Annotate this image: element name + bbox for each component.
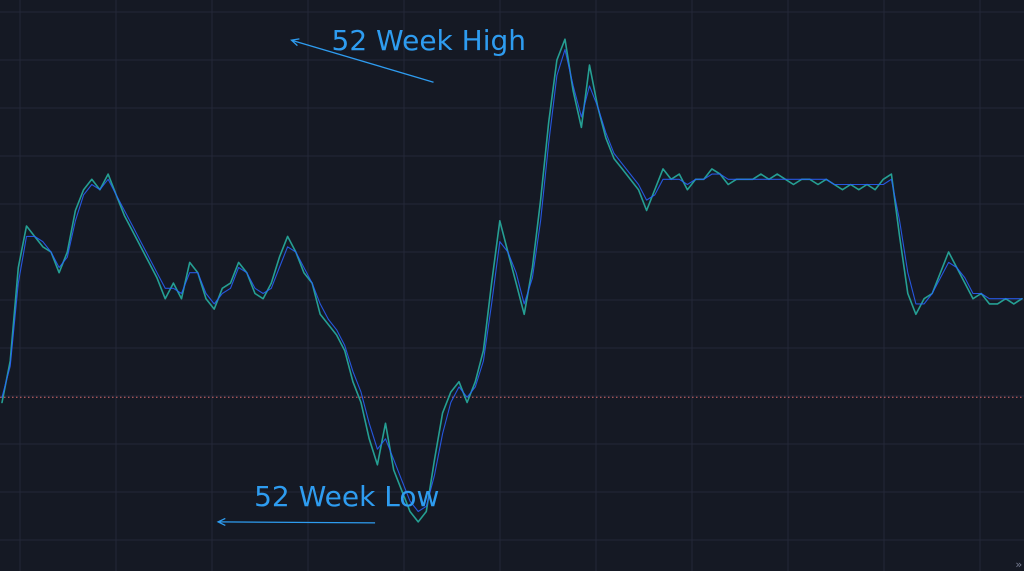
annotation-arrowhead <box>290 38 300 47</box>
series-line-0 <box>1 38 1023 523</box>
series-line-1 <box>1 49 1023 513</box>
series-group <box>1 38 1023 523</box>
annotation-52-week-high: 52 Week High <box>332 24 527 57</box>
annotation-arrowhead <box>216 517 226 526</box>
annotation-52-week-low: 52 Week Low <box>254 480 439 513</box>
annotations-group: 52 Week High 52 Week Low <box>216 24 527 526</box>
annotation-arrow-line <box>218 521 376 524</box>
annotation-arrow-line <box>291 39 434 83</box>
scroll-right-icon[interactable]: » <box>1015 558 1022 571</box>
